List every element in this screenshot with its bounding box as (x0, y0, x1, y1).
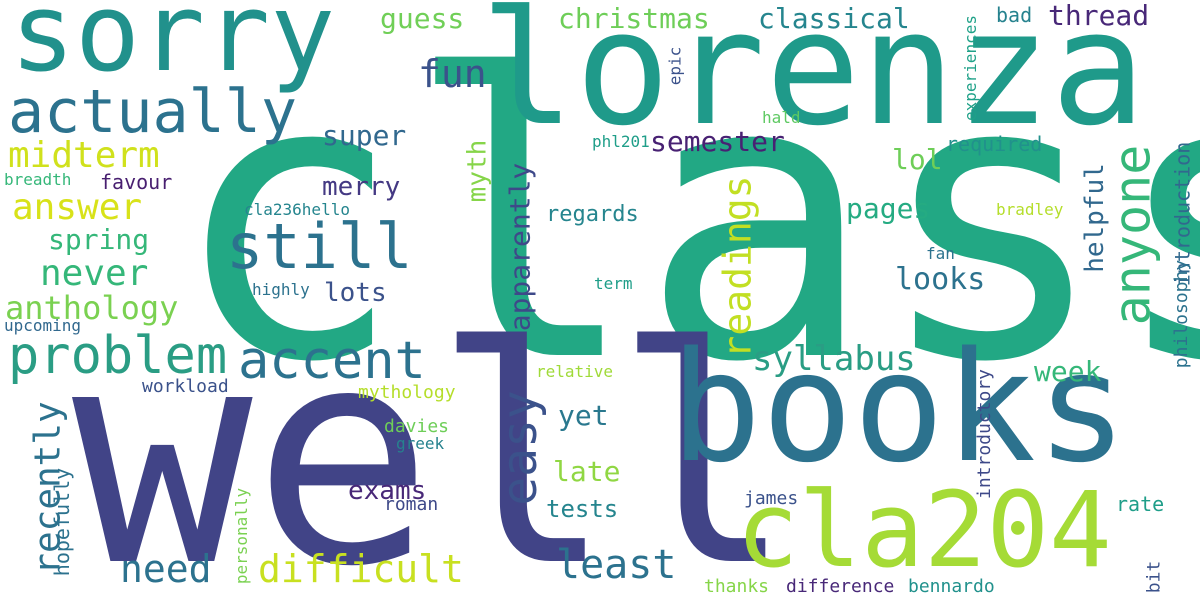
word-difficult: difficult (258, 547, 464, 591)
word-required: required (946, 132, 1043, 156)
word-spring: spring (48, 223, 150, 256)
word-classical: classical (758, 2, 910, 35)
word-fun: fun (418, 52, 487, 96)
word-rate: rate (1116, 492, 1165, 516)
word-mythology: mythology (358, 382, 456, 403)
word-bit: bit (1143, 560, 1165, 594)
word-term: term (594, 274, 633, 293)
word-phl201: phl201 (592, 132, 650, 151)
word-class: class (170, 0, 1200, 447)
word-epic: epic (665, 46, 685, 86)
word-merry: merry (322, 172, 401, 202)
word-lorenza: lorenza (480, 0, 1146, 161)
word-philosophy: philosophy (1171, 259, 1193, 369)
word-favour: favour (100, 170, 173, 194)
word-readings: readings (715, 175, 760, 359)
word-answer: answer (12, 187, 143, 228)
word-bennardo: bennardo (908, 576, 995, 597)
word-hald: hald (762, 108, 801, 127)
word-least: least (556, 542, 677, 588)
word-introductory: introductory (974, 368, 996, 500)
word-relative: relative (536, 362, 614, 381)
word-semester: semester (650, 125, 785, 158)
word-easy: easy (491, 390, 548, 506)
word-syllabus: syllabus (752, 339, 916, 379)
word-myth: myth (462, 139, 493, 203)
word-experiences: experiences (960, 15, 980, 121)
word-james: james (744, 488, 799, 509)
word-upcoming: upcoming (4, 316, 82, 335)
word-looks: looks (895, 262, 986, 297)
word-difference: difference (786, 576, 895, 597)
word-highly: highly (252, 280, 310, 299)
word-yet: yet (558, 399, 609, 432)
word-tests: tests (546, 495, 619, 523)
word-books: books (670, 319, 1128, 496)
word-workload: workload (142, 376, 229, 397)
word-cla236hello: cla236hello (244, 200, 350, 219)
word-well: well (72, 283, 795, 600)
word-lots: lots (324, 278, 387, 308)
word-week: week (1034, 355, 1102, 388)
word-regards: regards (546, 202, 639, 227)
word-personally: personally (232, 487, 252, 585)
word-problem: problem (8, 326, 228, 386)
word-cla204: cla204 (736, 469, 1112, 591)
word-anyone: anyone (1103, 144, 1162, 326)
word-sorry: sorry (10, 0, 336, 96)
word-thanks: thanks (704, 576, 770, 597)
word-bad: bad (996, 3, 1033, 27)
word-super: super (322, 119, 407, 152)
word-davies: davies (384, 416, 450, 437)
word-midterm: midterm (8, 135, 160, 176)
word-hopefully: hopefully (50, 467, 75, 577)
word-still: still (226, 210, 413, 283)
word-breadth: breadth (4, 170, 72, 189)
word-bradley: bradley (996, 200, 1064, 219)
word-accent: accent (238, 331, 426, 391)
word-helpful: helpful (1079, 163, 1110, 273)
word-greek: greek (396, 434, 445, 453)
word-fan: fan (926, 244, 955, 263)
word-lol: lol (892, 143, 943, 176)
word-exams: exams (348, 476, 427, 506)
word-actually: actually (8, 77, 297, 147)
word-need: need (120, 547, 212, 591)
word-apparently: apparently (503, 162, 537, 332)
word-anthology: anthology (5, 289, 179, 327)
word-thread: thread (1048, 0, 1150, 32)
word-guess: guess (380, 2, 465, 35)
word-pages: pages (846, 192, 931, 225)
word-never: never (40, 253, 149, 294)
word-late: late (553, 455, 621, 488)
word-christmas: christmas (558, 2, 710, 35)
word-roman: roman (384, 494, 439, 515)
